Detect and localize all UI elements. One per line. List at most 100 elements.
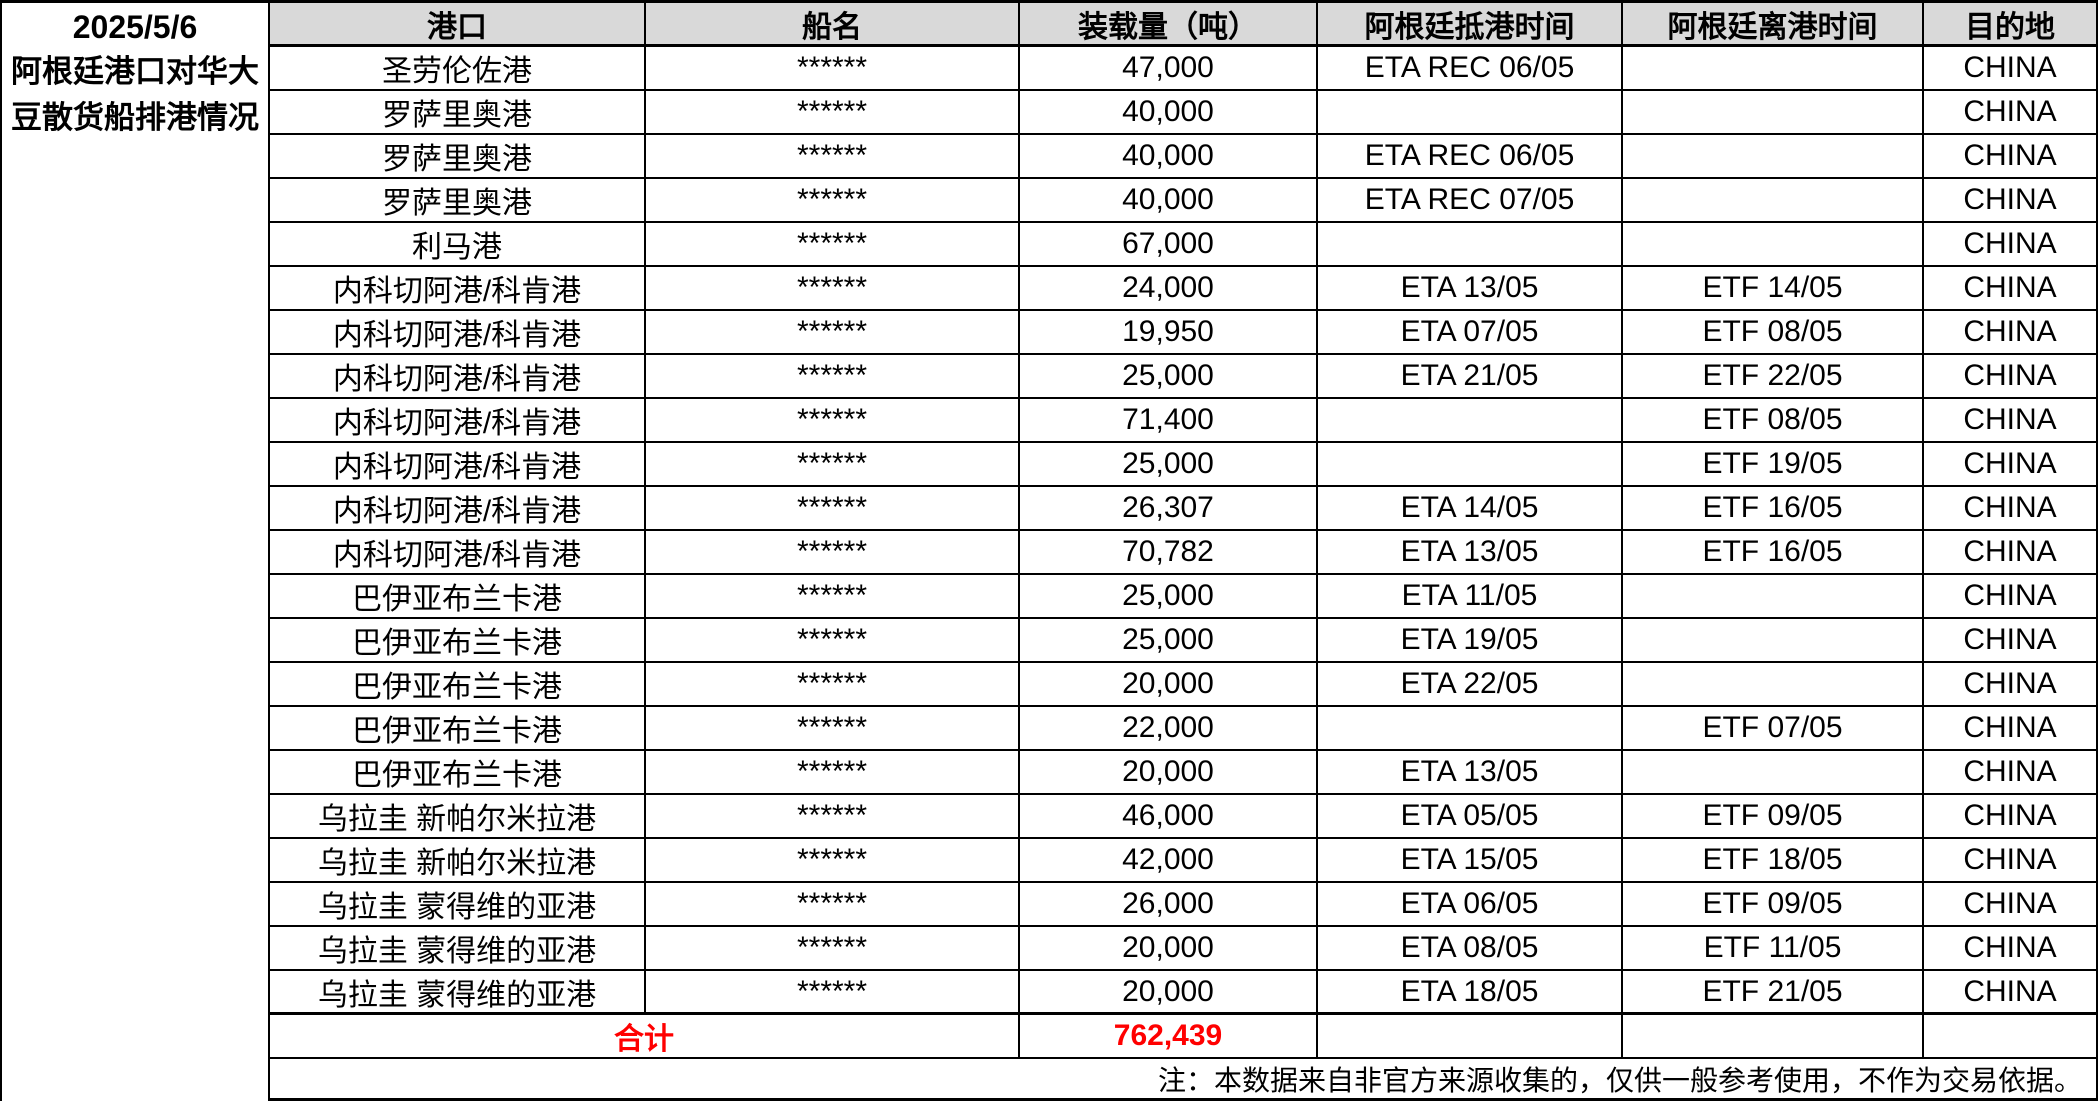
destination-cell: CHINA	[1924, 91, 2098, 135]
tonnage-cell: 42,000	[1020, 839, 1318, 883]
ship-name-cell: ******	[646, 971, 1020, 1015]
arrival-time-cell: ETA 08/05	[1318, 927, 1623, 971]
port-cell: 罗萨里奥港	[270, 91, 646, 135]
ship-name-cell: ******	[646, 135, 1020, 179]
arrival-time-cell	[1318, 707, 1623, 751]
ship-name-cell: ******	[646, 707, 1020, 751]
destination-cell: CHINA	[1924, 443, 2098, 487]
ship-name-cell: ******	[646, 267, 1020, 311]
report-title: 阿根廷港口对华大豆散货船排港情况	[11, 54, 259, 135]
destination-cell: CHINA	[1924, 619, 2098, 663]
arrival-time-cell: ETA REC 06/05	[1318, 47, 1623, 91]
port-cell: 乌拉圭 蒙得维的亚港	[270, 883, 646, 927]
departure-time-cell: ETF 07/05	[1623, 707, 1924, 751]
departure-time-cell	[1623, 575, 1924, 619]
tonnage-cell: 19,950	[1020, 311, 1318, 355]
port-cell: 圣劳伦佐港	[270, 47, 646, 91]
port-cell: 内科切阿港/科肯港	[270, 311, 646, 355]
ship-name-cell: ******	[646, 751, 1020, 795]
departure-time-cell	[1623, 751, 1924, 795]
total-value: 762,439	[1020, 1015, 1318, 1059]
tonnage-cell: 20,000	[1020, 663, 1318, 707]
arrival-time-cell: ETA 19/05	[1318, 619, 1623, 663]
departure-time-cell: ETF 22/05	[1623, 355, 1924, 399]
tonnage-cell: 46,000	[1020, 795, 1318, 839]
ship-name-cell: ******	[646, 47, 1020, 91]
departure-time-cell	[1623, 91, 1924, 135]
tonnage-cell: 25,000	[1020, 355, 1318, 399]
departure-time-cell: ETF 09/05	[1623, 883, 1924, 927]
ship-name-cell: ******	[646, 883, 1020, 927]
header-tonnage: 装载量（吨）	[1020, 3, 1318, 47]
arrival-time-cell: ETA 14/05	[1318, 487, 1623, 531]
total-empty-departure-cell	[1623, 1015, 1924, 1059]
total-empty-destination-cell	[1924, 1015, 2098, 1059]
departure-time-cell	[1623, 223, 1924, 267]
destination-cell: CHINA	[1924, 531, 2098, 575]
tonnage-cell: 20,000	[1020, 751, 1318, 795]
port-cell: 内科切阿港/科肯港	[270, 399, 646, 443]
ship-name-cell: ******	[646, 619, 1020, 663]
arrival-time-cell	[1318, 91, 1623, 135]
departure-time-cell	[1623, 135, 1924, 179]
destination-cell: CHINA	[1924, 927, 2098, 971]
destination-cell: CHINA	[1924, 487, 2098, 531]
port-cell: 巴伊亚布兰卡港	[270, 619, 646, 663]
destination-cell: CHINA	[1924, 223, 2098, 267]
ship-name-cell: ******	[646, 223, 1020, 267]
port-cell: 巴伊亚布兰卡港	[270, 707, 646, 751]
arrival-time-cell	[1318, 443, 1623, 487]
ship-name-cell: ******	[646, 355, 1020, 399]
arrival-time-cell: ETA 21/05	[1318, 355, 1623, 399]
departure-time-cell	[1623, 179, 1924, 223]
destination-cell: CHINA	[1924, 267, 2098, 311]
note-text: 注：本数据来自非官方来源收集的，仅供一般参考使用，不作为交易依据。	[270, 1059, 2098, 1101]
header-port: 港口	[270, 3, 646, 47]
tonnage-cell: 22,000	[1020, 707, 1318, 751]
tonnage-cell: 20,000	[1020, 927, 1318, 971]
departure-time-cell: ETF 08/05	[1623, 399, 1924, 443]
port-cell: 乌拉圭 新帕尔米拉港	[270, 795, 646, 839]
arrival-time-cell: ETA 15/05	[1318, 839, 1623, 883]
destination-cell: CHINA	[1924, 751, 2098, 795]
destination-cell: CHINA	[1924, 575, 2098, 619]
departure-time-cell: ETF 19/05	[1623, 443, 1924, 487]
destination-cell: CHINA	[1924, 179, 2098, 223]
tonnage-cell: 24,000	[1020, 267, 1318, 311]
tonnage-cell: 70,782	[1020, 531, 1318, 575]
arrival-time-cell: ETA 07/05	[1318, 311, 1623, 355]
arrival-time-cell	[1318, 223, 1623, 267]
arrival-time-cell: ETA 06/05	[1318, 883, 1623, 927]
port-cell: 罗萨里奥港	[270, 135, 646, 179]
arrival-time-cell: ETA 13/05	[1318, 267, 1623, 311]
port-cell: 乌拉圭 蒙得维的亚港	[270, 971, 646, 1015]
destination-cell: CHINA	[1924, 47, 2098, 91]
departure-time-cell	[1623, 47, 1924, 91]
destination-cell: CHINA	[1924, 135, 2098, 179]
arrival-time-cell: ETA 05/05	[1318, 795, 1623, 839]
tonnage-cell: 40,000	[1020, 135, 1318, 179]
ship-name-cell: ******	[646, 487, 1020, 531]
report-date: 2025/5/6	[72, 9, 198, 45]
header-destination: 目的地	[1924, 3, 2098, 47]
tonnage-cell: 67,000	[1020, 223, 1318, 267]
port-cell: 巴伊亚布兰卡港	[270, 575, 646, 619]
tonnage-cell: 26,307	[1020, 487, 1318, 531]
departure-time-cell: ETF 14/05	[1623, 267, 1924, 311]
arrival-time-cell: ETA 18/05	[1318, 971, 1623, 1015]
header-departure-time: 阿根廷离港时间	[1623, 3, 1924, 47]
port-cell: 巴伊亚布兰卡港	[270, 751, 646, 795]
destination-cell: CHINA	[1924, 883, 2098, 927]
departure-time-cell: ETF 11/05	[1623, 927, 1924, 971]
ship-name-cell: ******	[646, 91, 1020, 135]
port-cell: 利马港	[270, 223, 646, 267]
arrival-time-cell: ETA REC 06/05	[1318, 135, 1623, 179]
arrival-time-cell: ETA 11/05	[1318, 575, 1623, 619]
departure-time-cell: ETF 21/05	[1623, 971, 1924, 1015]
tonnage-cell: 25,000	[1020, 575, 1318, 619]
destination-cell: CHINA	[1924, 399, 2098, 443]
departure-time-cell: ETF 08/05	[1623, 311, 1924, 355]
departure-time-cell	[1623, 663, 1924, 707]
ship-name-cell: ******	[646, 663, 1020, 707]
arrival-time-cell: ETA REC 07/05	[1318, 179, 1623, 223]
